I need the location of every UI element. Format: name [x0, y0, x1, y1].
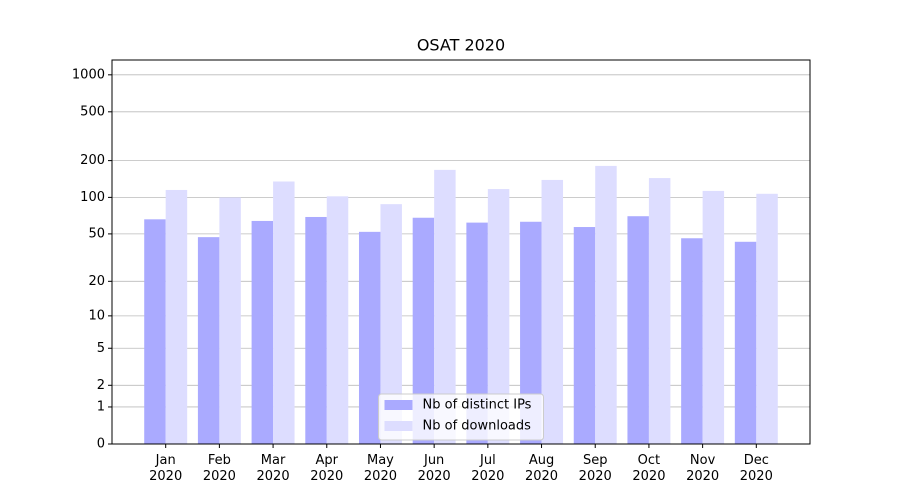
- bar: [466, 222, 488, 444]
- bar: [305, 216, 327, 444]
- bar: [358, 231, 381, 444]
- x-tick-label: Dec 2020: [739, 453, 773, 484]
- bar: [273, 181, 295, 444]
- legend: Nb of distinct IPs Nb of downloads: [378, 393, 544, 441]
- y-tick-label: 5: [97, 341, 105, 356]
- x-tick-label: Aug 2020: [524, 453, 559, 484]
- bar: [326, 196, 349, 444]
- y-tick-label: 200: [80, 153, 105, 168]
- bar: [573, 227, 596, 444]
- legend-label: Nb of downloads: [423, 419, 532, 434]
- y-tick-label: 50: [88, 226, 105, 241]
- bar: [520, 221, 542, 444]
- bar: [412, 217, 435, 444]
- plot-frame: [111, 59, 811, 445]
- bar: [487, 189, 510, 444]
- x-tick-label: Feb 2020: [202, 453, 236, 484]
- legend-box: [378, 393, 544, 441]
- bar: [681, 238, 703, 444]
- y-tick-label: 0: [97, 437, 105, 452]
- bar: [165, 189, 188, 444]
- bar: [756, 193, 778, 444]
- legend-swatch: [384, 400, 413, 410]
- bar: [251, 220, 274, 444]
- bar: [734, 241, 757, 444]
- bar: [434, 169, 456, 445]
- x-tick-label: Sep 2020: [578, 453, 612, 484]
- legend-label: Nb of distinct IPs: [423, 398, 532, 413]
- x-tick-label: Jan 2020: [149, 453, 183, 484]
- x-tick-label: Nov 2020: [686, 453, 720, 484]
- bar: [197, 237, 220, 444]
- bar: [648, 178, 671, 444]
- bar: [627, 216, 649, 444]
- y-tick-label: 2: [97, 378, 105, 393]
- x-tick-label: Jun 2020: [417, 453, 451, 484]
- y-tick-label: 500: [80, 104, 105, 119]
- y-tick-label: 10: [88, 308, 105, 323]
- bar: [595, 165, 617, 444]
- x-tick-label: Oct 2020: [632, 453, 666, 484]
- x-tick-label: Apr 2020: [310, 453, 344, 484]
- bar: [380, 204, 402, 444]
- bar: [702, 190, 725, 444]
- bar: [144, 219, 166, 444]
- legend-swatch: [384, 421, 413, 431]
- x-tick-label: Jul 2020: [471, 453, 505, 484]
- bar: [541, 179, 564, 445]
- y-tick-label: 20: [88, 274, 105, 289]
- x-tick-label: Mar 2020: [256, 453, 290, 484]
- bar: [219, 197, 241, 444]
- y-tick-label: 1000: [72, 67, 105, 82]
- chart-title: OSAT 2020: [417, 36, 505, 55]
- y-tick-label: 100: [80, 190, 105, 205]
- y-tick-label: 1: [97, 399, 105, 414]
- x-tick-label: May 2020: [363, 453, 397, 484]
